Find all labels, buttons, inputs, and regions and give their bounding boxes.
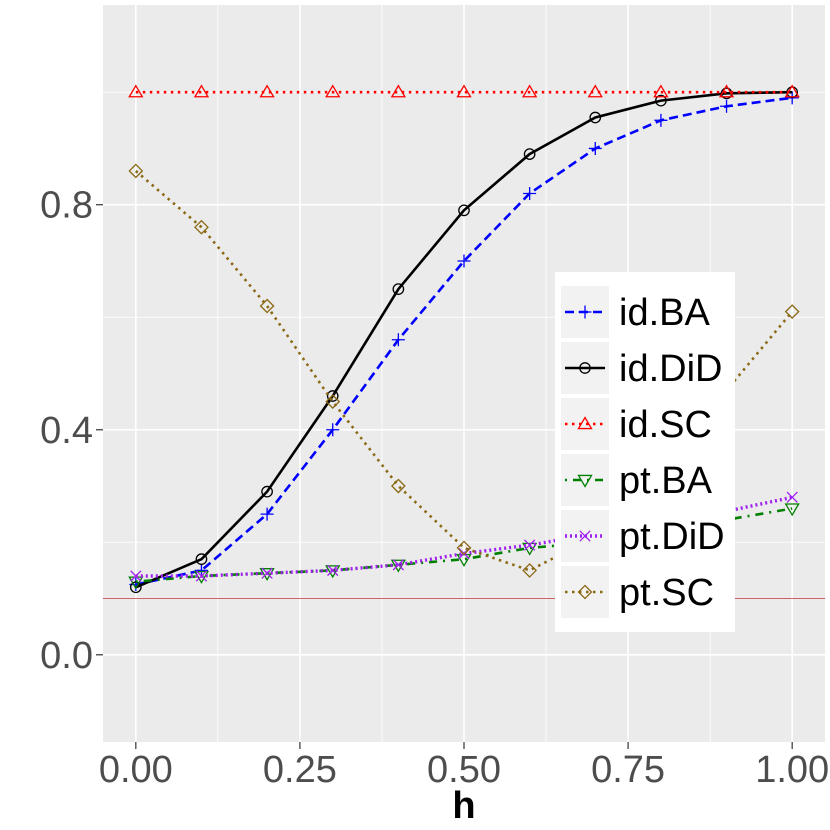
data-point-pt-sc [456, 540, 472, 556]
legend-label-pt-ba: pt.BA [619, 460, 713, 502]
data-point-id-ba [457, 254, 471, 268]
y-tick-label: 0.0 [40, 635, 93, 677]
data-point-pt-did [523, 539, 536, 551]
data-point-id-ba [523, 186, 537, 200]
data-point-pt-sc [128, 163, 144, 179]
data-point-id-sc [784, 84, 800, 98]
data-point-pt-sc [522, 562, 538, 578]
legend-label-id-did: id.DiD [619, 348, 722, 390]
data-point-id-did [523, 148, 536, 160]
data-point-id-sc [325, 84, 341, 98]
x-axis: 0.00 0.25 0.50 0.75 1.00 [99, 742, 829, 791]
legend-key-marker-pt-ba [577, 474, 593, 488]
data-point-id-sc [653, 84, 669, 98]
y-tick-label: 0.4 [40, 410, 93, 452]
data-point-id-did [129, 581, 142, 594]
series-line-id-did [135, 90, 793, 589]
data-point-pt-did [392, 559, 405, 571]
data-point-pt-did [327, 564, 339, 577]
series-id-did [129, 86, 799, 594]
data-point-id-sc [718, 84, 735, 98]
data-point-id-ba [720, 99, 734, 113]
series-id-sc [128, 84, 800, 98]
x-tick-label: 0.00 [99, 749, 173, 791]
data-point-id-did [195, 553, 208, 566]
legend-label-id-ba: id.BA [619, 292, 710, 334]
data-point-pt-ba [193, 570, 210, 584]
data-point-pt-did [786, 491, 798, 503]
series-line-pt-sc [134, 170, 794, 572]
data-point-pt-ba [259, 568, 275, 582]
data-point-id-did [261, 485, 273, 498]
x-tick-label: 1.00 [755, 749, 829, 791]
legend-key-marker-id-did [579, 362, 591, 374]
data-point-pt-sc [390, 478, 406, 494]
data-point-id-sc [193, 84, 210, 98]
data-point-id-sc [456, 84, 472, 98]
x-axis-title: h [452, 785, 475, 827]
legend-key-marker-id-ba [578, 305, 592, 319]
data-point-id-did [655, 94, 667, 107]
data-point-id-sc [128, 84, 144, 98]
y-tick-label: 0.8 [40, 185, 93, 227]
data-point-pt-did [195, 570, 208, 582]
data-point-id-ba [588, 141, 602, 155]
x-tick-label: 0.75 [591, 749, 665, 791]
data-point-pt-sc [325, 394, 341, 410]
data-point-id-ba [260, 507, 274, 521]
data-point-pt-sc [784, 304, 800, 320]
data-point-id-sc [521, 84, 538, 98]
legend-key-marker-pt-sc [577, 584, 593, 600]
data-point-pt-ba [784, 503, 800, 517]
legend-key-marker-pt-did [579, 530, 591, 542]
data-point-id-ba [326, 423, 340, 437]
data-point-id-sc [259, 84, 275, 98]
data-point-id-sc [587, 84, 603, 98]
data-point-id-did [589, 111, 602, 124]
data-point-pt-sc [194, 219, 209, 235]
data-point-id-did [326, 390, 339, 402]
legend-label-id-sc: id.SC [619, 404, 712, 446]
data-point-id-did [458, 204, 470, 217]
legend-label-pt-sc: pt.SC [619, 572, 714, 614]
legend: id.BA id.DiD id.SC pt.BA pt.DiD pt.SC [555, 272, 735, 632]
legend-key-marker-id-sc [577, 416, 593, 430]
x-tick-label: 0.50 [427, 749, 501, 791]
data-point-id-ba [654, 113, 668, 127]
data-point-id-did [392, 283, 405, 295]
data-point-pt-did [261, 567, 273, 579]
x-tick-label: 0.25 [263, 749, 337, 791]
data-point-pt-sc [259, 298, 275, 314]
y-axis: 0.0 0.4 0.8 [40, 185, 103, 677]
data-point-id-ba [391, 333, 405, 347]
legend-label-pt-did: pt.DiD [619, 516, 725, 558]
data-point-id-sc [390, 84, 407, 98]
data-point-pt-did [130, 570, 142, 582]
